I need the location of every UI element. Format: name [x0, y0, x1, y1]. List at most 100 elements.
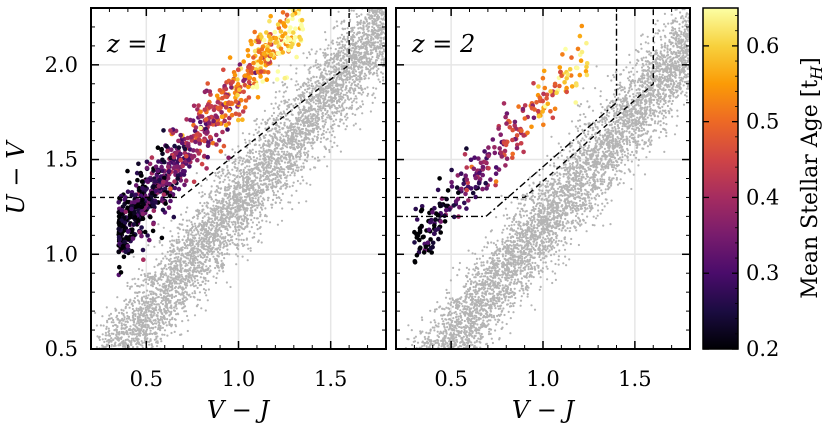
background-point	[282, 140, 284, 142]
background-point	[359, 87, 361, 89]
background-point	[358, 37, 360, 39]
background-point	[359, 62, 361, 64]
background-point	[274, 119, 276, 121]
background-point	[271, 180, 273, 182]
background-point	[106, 326, 108, 328]
background-point	[209, 248, 211, 250]
background-point	[134, 297, 136, 299]
background-point	[328, 96, 330, 98]
background-point	[201, 221, 203, 223]
background-point	[213, 180, 215, 182]
background-point	[349, 19, 351, 21]
background-point	[333, 115, 335, 117]
background-point	[146, 297, 148, 299]
background-point	[177, 227, 179, 229]
background-point	[192, 237, 194, 239]
background-point	[116, 326, 118, 328]
background-point	[342, 28, 344, 30]
background-point	[99, 339, 101, 341]
background-point	[178, 293, 180, 295]
background-point	[278, 104, 280, 106]
background-point	[339, 120, 341, 122]
background-point	[320, 141, 322, 143]
background-point	[285, 158, 287, 160]
background-point	[165, 296, 167, 298]
background-point	[387, 9, 389, 11]
background-point	[279, 157, 281, 159]
background-point	[265, 183, 267, 185]
background-point	[239, 199, 241, 201]
background-point	[253, 134, 255, 136]
background-point	[132, 308, 134, 310]
background-point	[383, 38, 385, 40]
background-point	[128, 329, 130, 331]
background-point	[161, 285, 163, 287]
background-point	[260, 191, 262, 193]
background-point	[339, 98, 341, 100]
background-point	[357, 68, 359, 70]
background-point	[272, 82, 274, 84]
background-point	[177, 247, 179, 249]
background-point	[217, 207, 219, 209]
background-point	[354, 69, 356, 71]
background-point	[204, 261, 206, 263]
background-point	[313, 128, 315, 130]
background-point	[103, 341, 105, 343]
background-point	[315, 53, 317, 55]
background-point	[218, 253, 220, 255]
background-point	[221, 233, 223, 235]
background-point	[331, 111, 333, 113]
background-point	[324, 87, 326, 89]
background-point	[282, 127, 284, 129]
background-point	[379, 81, 381, 83]
background-point	[348, 81, 350, 83]
background-point	[355, 46, 357, 48]
background-point	[237, 183, 239, 185]
background-point	[269, 144, 271, 146]
background-point	[250, 250, 252, 252]
background-point	[226, 205, 228, 207]
background-point	[265, 161, 267, 163]
background-point	[267, 140, 269, 142]
background-point	[248, 193, 250, 195]
background-point	[352, 113, 354, 115]
background-point	[160, 316, 162, 318]
background-point	[256, 157, 258, 159]
background-point	[191, 270, 193, 272]
background-point	[361, 93, 363, 95]
background-point	[360, 77, 362, 79]
background-point	[312, 138, 314, 140]
background-point	[127, 304, 129, 306]
background-point	[227, 172, 229, 174]
background-point	[295, 133, 297, 135]
background-point	[197, 255, 199, 257]
background-point	[136, 285, 138, 287]
background-point	[299, 133, 301, 135]
background-point	[240, 169, 242, 171]
background-point	[165, 285, 167, 287]
background-point	[171, 235, 173, 237]
background-point	[259, 170, 261, 172]
background-point	[388, 27, 390, 29]
background-point	[244, 211, 246, 213]
background-point	[229, 173, 231, 175]
background-point	[251, 214, 253, 216]
background-point	[124, 321, 126, 323]
background-point	[333, 100, 335, 102]
background-point	[141, 340, 143, 342]
background-point	[252, 180, 254, 182]
background-point	[136, 309, 138, 311]
background-point	[361, 38, 363, 40]
background-point	[238, 239, 240, 241]
background-point	[291, 129, 293, 131]
background-point	[330, 140, 332, 142]
background-point	[353, 124, 355, 126]
background-point	[185, 287, 187, 289]
background-point	[298, 117, 300, 119]
background-point	[110, 337, 112, 339]
background-point	[190, 228, 192, 230]
background-point	[361, 89, 363, 91]
background-point	[275, 185, 277, 187]
background-point	[232, 242, 234, 244]
background-point	[348, 67, 350, 69]
